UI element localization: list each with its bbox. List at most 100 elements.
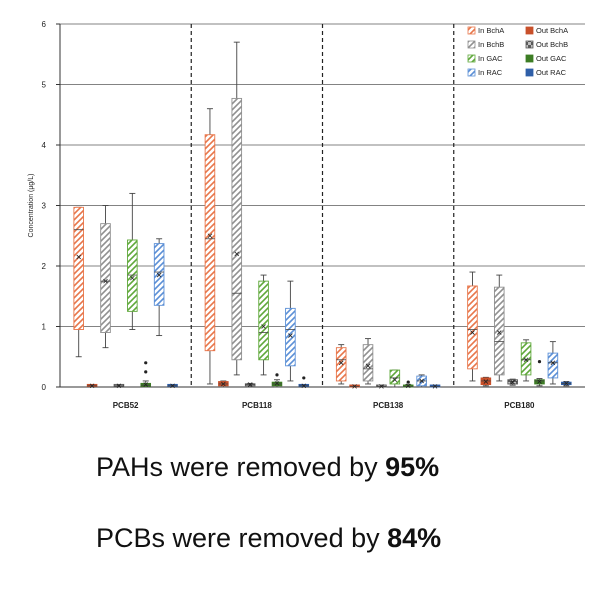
box-pcb118-out-bchb: [244, 382, 256, 388]
legend-label: Out BchB: [536, 40, 568, 49]
legend-swatch: [467, 54, 476, 63]
mean-marker: [301, 383, 307, 389]
box: [73, 206, 84, 330]
box-pcb180-in-bchb: [493, 274, 505, 382]
removal-statement-pahs: PAHs were removed by 95%: [96, 452, 439, 483]
legend-item: Out BchA: [525, 26, 568, 35]
statement-text: PCBs were removed by: [96, 523, 388, 553]
outlier-point: [406, 380, 410, 384]
box-pcb138-in-gac: [389, 369, 401, 388]
mean-marker: [247, 382, 253, 387]
box-pcb52-out-bcha: [86, 383, 98, 389]
mean-marker: [288, 333, 293, 338]
mean-marker: [116, 383, 122, 389]
legend-label: In RAC: [478, 68, 503, 77]
category-label: PCB138: [373, 401, 404, 410]
mean-marker: [523, 357, 529, 363]
box-pcb180-in-rac: [547, 341, 559, 385]
mean-marker: [564, 381, 569, 386]
box-pcb138-in-bchb: [362, 338, 374, 385]
box-pcb52-in-rac: [153, 238, 165, 337]
y-tick-label: 1: [42, 323, 47, 332]
mean-marker: [207, 233, 213, 239]
mean-marker: [496, 330, 502, 335]
outlier-point: [144, 370, 148, 374]
y-tick-label: 6: [42, 20, 47, 29]
y-axis-label: Concentration (µg/L): [28, 174, 35, 238]
mean-marker: [234, 251, 240, 257]
box-pcb118-in-rac: [285, 280, 296, 382]
legend-item: In BchB: [467, 40, 504, 49]
box: [231, 97, 243, 361]
box-pcb138-out-gac: [402, 380, 414, 389]
mean-marker: [221, 381, 226, 387]
mean-marker: [130, 275, 135, 281]
mean-marker: [76, 254, 81, 260]
statement-value: 84%: [387, 523, 442, 553]
legend-label: Out BchA: [536, 26, 568, 35]
mean-marker: [365, 363, 371, 369]
box-pcb52-in-gac: [127, 192, 138, 330]
legend-item: Out GAC: [525, 54, 567, 63]
box-pcb138-in-bcha: [335, 344, 347, 385]
outlier-point: [302, 376, 306, 380]
mean-marker: [338, 360, 344, 366]
legend-label: In BchB: [478, 40, 504, 49]
box-pcb52-out-gac: [140, 361, 152, 388]
box: [335, 347, 347, 382]
mean-marker: [537, 379, 542, 384]
legend-swatch: [467, 26, 476, 35]
mean-marker: [419, 378, 424, 384]
outlier-point: [537, 359, 542, 364]
statement-value: 95%: [385, 452, 440, 482]
legend-swatch: [467, 68, 476, 77]
box: [127, 239, 138, 312]
legend-item: Out BchB: [525, 40, 568, 49]
box-pcb180-out-bcha: [480, 376, 492, 387]
chart-svg: 0 1 2 3 4 5 6 Concentration (µg/L) PCB52 PCB118 PC…: [28, 20, 585, 410]
box-pcb118-out-gac: [271, 373, 283, 388]
mean-marker: [550, 360, 556, 366]
category-label: PCB180: [504, 401, 535, 410]
legend-item: In GAC: [467, 54, 503, 63]
legend-swatch: [525, 26, 534, 35]
mean-marker: [470, 330, 475, 335]
box: [547, 352, 559, 379]
mean-marker: [379, 384, 384, 389]
box-pcb118-in-gac: [258, 274, 269, 376]
legend-swatch: [525, 54, 534, 63]
removal-statement-pcbs: PCBs were removed by 84%: [96, 523, 441, 554]
mean-marker: [103, 278, 108, 284]
box-pcb180-out-bchb: [507, 378, 518, 386]
statement-text: PAHs were removed by: [96, 452, 386, 482]
legend-item: In BchA: [467, 26, 504, 35]
box-pcb180-out-rac: [561, 381, 572, 387]
legend-label: In BchA: [478, 26, 504, 35]
legend-label: Out RAC: [536, 68, 567, 77]
mean-marker: [89, 383, 95, 389]
box-pcb138-out-rac: [429, 384, 441, 389]
mean-marker: [156, 272, 162, 278]
box-pcb180-in-bcha: [467, 271, 478, 382]
legend-label: Out GAC: [536, 54, 567, 63]
box-pcb52-out-bchb: [113, 383, 125, 389]
box: [258, 280, 269, 361]
mean-marker: [392, 377, 398, 383]
box-pcb180-in-gac: [520, 339, 532, 382]
box-plot-chart: 0 1 2 3 4 5 6 Concentration (µg/L) PCB52 PCB118 PC…: [28, 20, 585, 410]
y-tick-label: 3: [42, 202, 47, 211]
box-pcb52-out-rac: [167, 383, 178, 389]
box-pcb180-out-gac: [534, 359, 545, 387]
box-pcb138-out-bchb: [376, 384, 387, 389]
box: [204, 134, 216, 352]
legend-swatch: [525, 40, 534, 49]
legend-item: In RAC: [467, 68, 503, 77]
legend-swatch: [467, 40, 476, 49]
box: [493, 286, 505, 376]
legend-item: Out RAC: [525, 68, 567, 77]
mean-marker: [510, 379, 515, 385]
mean-marker: [170, 383, 175, 389]
box-pcb118-in-bchb: [231, 41, 243, 376]
mean-marker: [143, 382, 149, 387]
box-pcb118-out-rac: [298, 376, 310, 389]
